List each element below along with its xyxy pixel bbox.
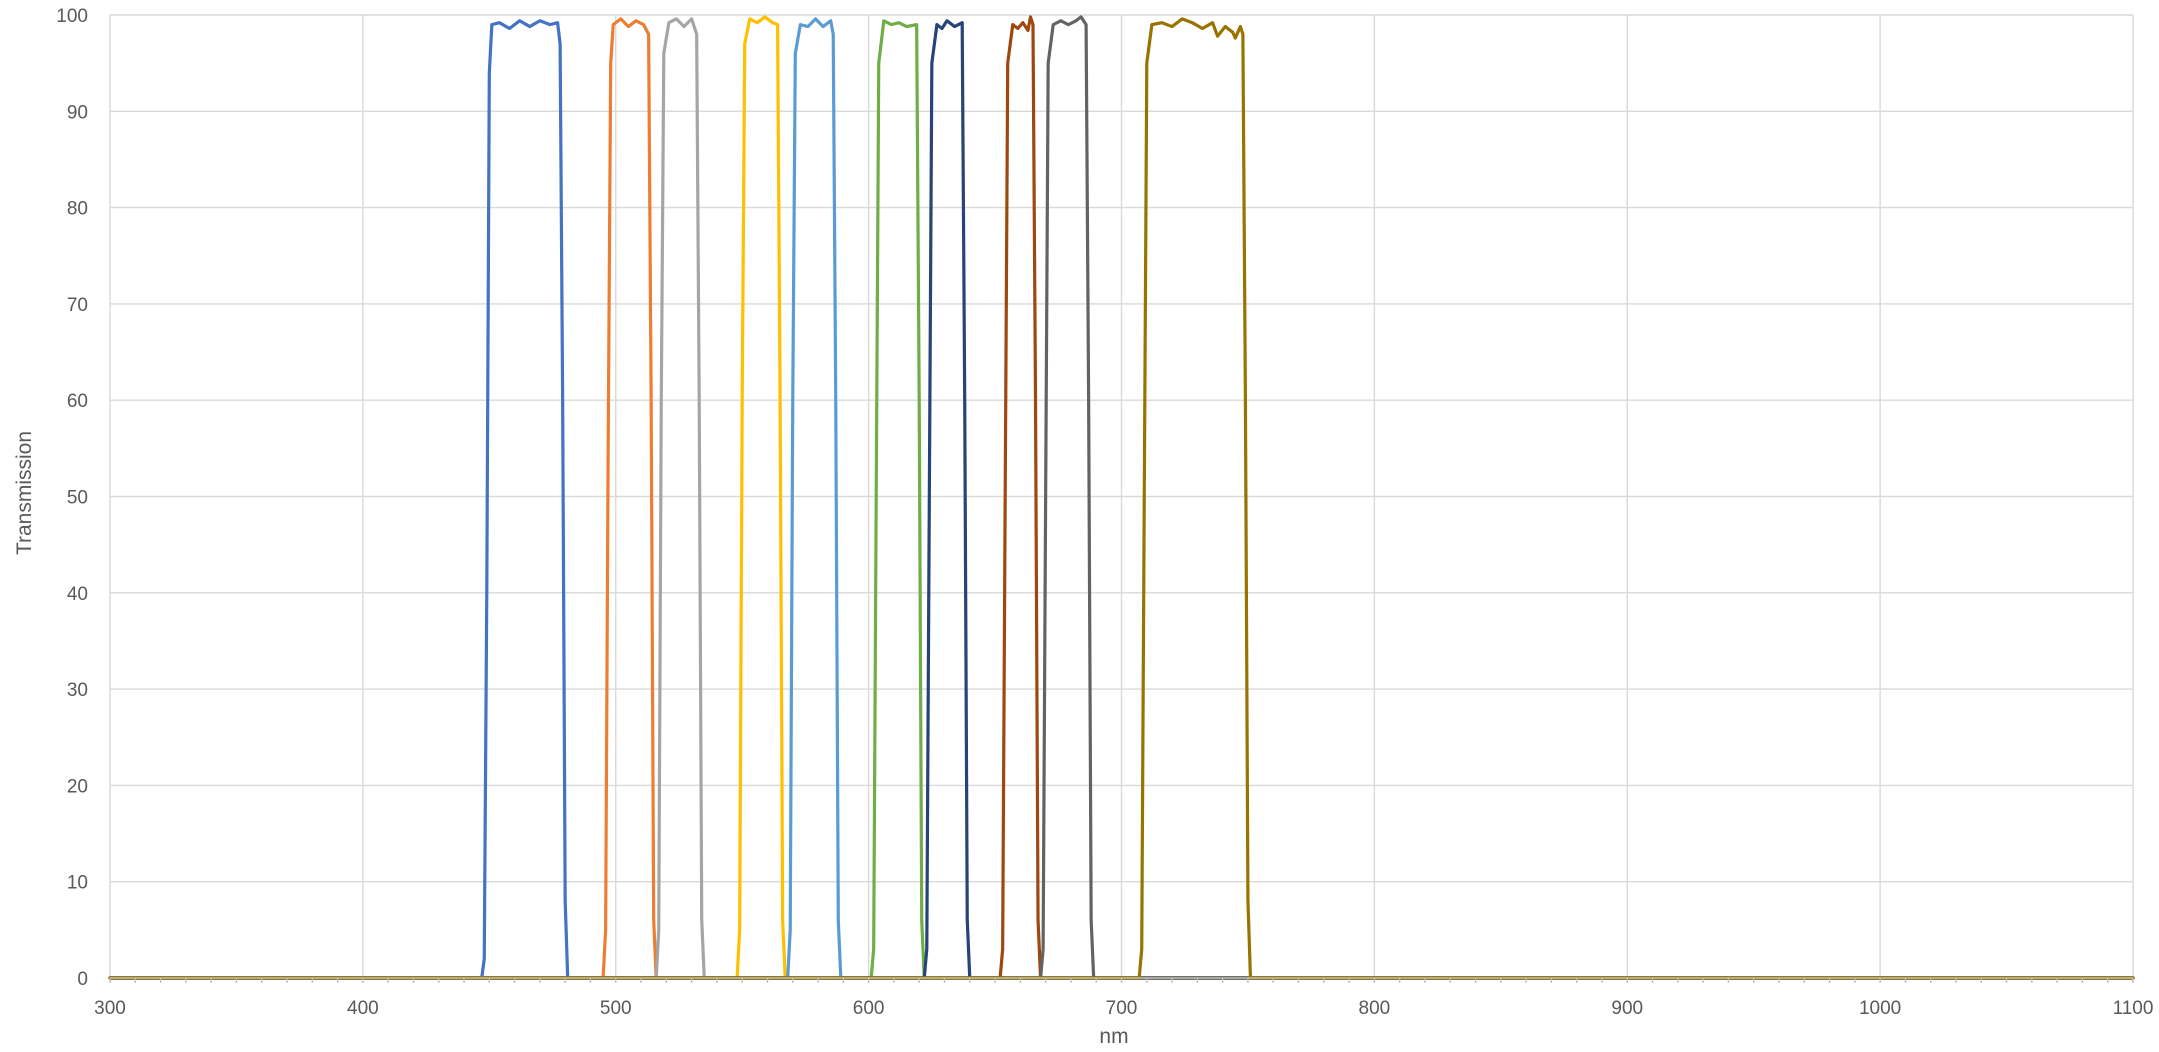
tick-labels: 0 10 20 30 40 50 60 70 80 90 100 300 400 500 600 700 800… [56,6,2153,1019]
series-line-10 [108,17,2135,980]
y-tick-label: 0 [77,969,88,990]
series-line-7 [108,19,2135,980]
x-tick-label: 800 [1359,998,1391,1019]
series-line-2 [108,17,2135,980]
series-line-9 [108,15,2135,980]
y-axis-title: Transmission [13,431,36,555]
series-line-8 [108,15,2135,980]
gridlines [109,14,2134,978]
y-tick-label: 70 [67,295,88,316]
x-tick-label: 1000 [1859,998,1901,1019]
series-line-6 [108,19,2135,980]
y-tick-label: 100 [56,6,88,27]
x-tick-label: 400 [347,998,379,1019]
series-line-4 [108,15,2135,980]
axes [109,977,2134,983]
series-lines [108,15,2135,980]
x-tick-label: 900 [1611,998,1643,1019]
y-tick-label: 30 [67,680,88,701]
y-tick-label: 90 [67,102,88,123]
series-line-3 [108,17,2135,980]
y-tick-label: 10 [67,873,88,894]
y-tick-label: 20 [67,776,88,797]
y-tick-label: 50 [67,488,88,509]
series-line-1 [108,19,2135,980]
x-axis-title: nm [1099,1025,1128,1048]
x-tick-label: 700 [1106,998,1138,1019]
x-tick-label: 300 [94,998,126,1019]
y-tick-label: 60 [67,391,88,412]
x-tick-label: 600 [853,998,885,1019]
x-tick-label: 500 [600,998,632,1019]
series-line-5 [108,17,2135,980]
y-tick-label: 40 [67,584,88,605]
y-tick-label: 80 [67,199,88,220]
x-tick-label: 1100 [2113,998,2154,1019]
